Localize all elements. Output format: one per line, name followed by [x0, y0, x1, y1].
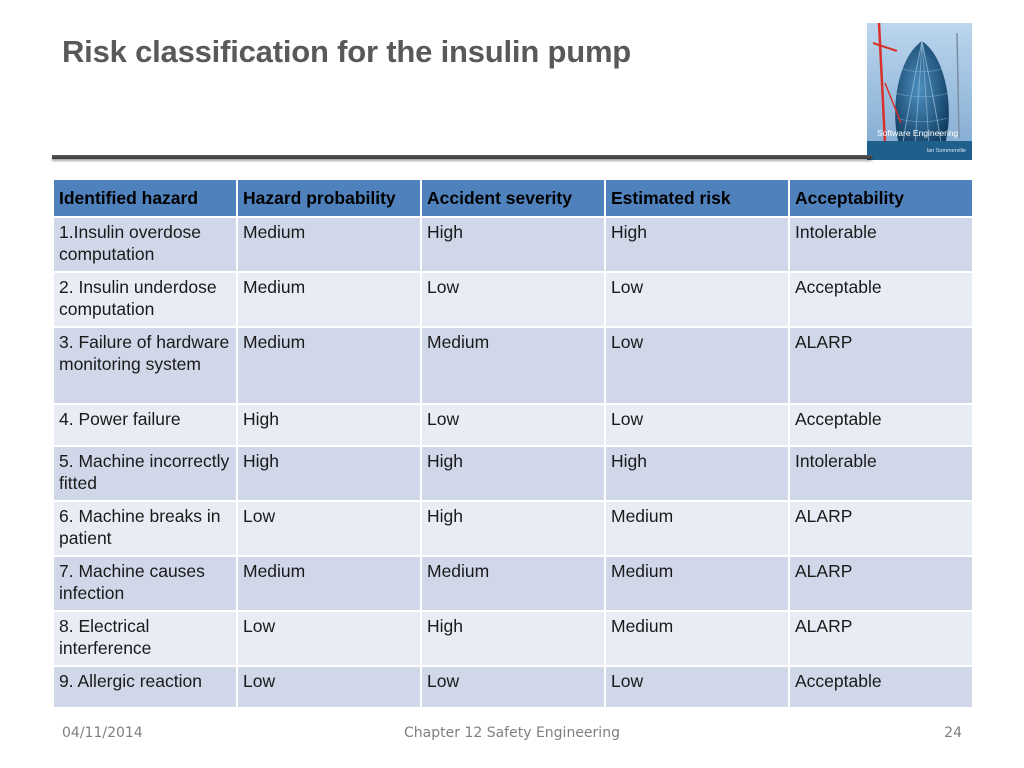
table-row: 2. Insulin underdose computation Medium …	[52, 271, 974, 328]
severity-cell: Medium	[420, 555, 606, 612]
severity-cell: Low	[420, 271, 606, 328]
hazard-cell: 2. Insulin underdose computation	[52, 271, 238, 328]
cover-author: Ian Sommerville	[926, 148, 966, 154]
table-row: 7. Machine causes infection Medium Mediu…	[52, 555, 974, 612]
acceptability-cell: ALARP	[788, 610, 974, 667]
header-accident-severity: Accident severity	[420, 178, 606, 218]
table-row: 8. Electrical interference Low High Medi…	[52, 610, 974, 667]
severity-cell: High	[420, 445, 606, 502]
risk-cell: High	[604, 445, 790, 502]
acceptability-cell: Acceptable	[788, 665, 974, 709]
gherkin-building-icon	[867, 23, 972, 160]
header-hazard-probability: Hazard probability	[236, 178, 422, 218]
header-identified-hazard: Identified hazard	[52, 178, 238, 218]
severity-cell: High	[420, 610, 606, 667]
severity-cell: Medium	[420, 326, 606, 405]
book-cover-image: Software Engineering Ian Sommerville	[867, 23, 972, 160]
risk-cell: Low	[604, 326, 790, 405]
hazard-cell: 6. Machine breaks in patient	[52, 500, 238, 557]
hazard-cell: 1.Insulin overdose computation	[52, 216, 238, 273]
probability-cell: Medium	[236, 555, 422, 612]
hazard-cell: 4. Power failure	[52, 403, 238, 447]
table-row: 6. Machine breaks in patient Low High Me…	[52, 500, 974, 557]
severity-cell: High	[420, 216, 606, 273]
severity-cell: Low	[420, 403, 606, 447]
acceptability-cell: ALARP	[788, 555, 974, 612]
probability-cell: High	[236, 403, 422, 447]
table-row: 3. Failure of hardware monitoring system…	[52, 326, 974, 405]
risk-cell: Low	[604, 271, 790, 328]
footer-page-number: 24	[944, 725, 962, 741]
hazard-cell: 8. Electrical interference	[52, 610, 238, 667]
acceptability-cell: ALARP	[788, 500, 974, 557]
probability-cell: Low	[236, 500, 422, 557]
acceptability-cell: Acceptable	[788, 403, 974, 447]
table-row: 5. Machine incorrectly fitted High High …	[52, 445, 974, 502]
table-row: 4. Power failure High Low Low Acceptable	[52, 403, 974, 447]
risk-cell: Medium	[604, 555, 790, 612]
hazard-cell: 3. Failure of hardware monitoring system	[52, 326, 238, 405]
severity-cell: Low	[420, 665, 606, 709]
table-row: 9. Allergic reaction Low Low Low Accepta…	[52, 665, 974, 709]
risk-cell: Low	[604, 403, 790, 447]
header-estimated-risk: Estimated risk	[604, 178, 790, 218]
risk-cell: Low	[604, 665, 790, 709]
hazard-cell: 7. Machine causes infection	[52, 555, 238, 612]
hazard-cell: 9. Allergic reaction	[52, 665, 238, 709]
probability-cell: Medium	[236, 216, 422, 273]
hazard-cell: 5. Machine incorrectly fitted	[52, 445, 238, 502]
risk-cell: Medium	[604, 610, 790, 667]
table-row: 1.Insulin overdose computation Medium Hi…	[52, 216, 974, 273]
footer-date: 04/11/2014	[62, 725, 143, 741]
acceptability-cell: ALARP	[788, 326, 974, 405]
probability-cell: High	[236, 445, 422, 502]
title-divider	[52, 155, 872, 159]
table-header-row: Identified hazard Hazard probability Acc…	[52, 178, 974, 218]
acceptability-cell: Intolerable	[788, 445, 974, 502]
risk-classification-table: Identified hazard Hazard probability Acc…	[52, 178, 974, 709]
acceptability-cell: Intolerable	[788, 216, 974, 273]
severity-cell: High	[420, 500, 606, 557]
cover-title: Software Engineering	[877, 128, 959, 138]
probability-cell: Low	[236, 665, 422, 709]
footer-chapter: Chapter 12 Safety Engineering	[404, 725, 620, 741]
acceptability-cell: Acceptable	[788, 271, 974, 328]
risk-cell: Medium	[604, 500, 790, 557]
risk-cell: High	[604, 216, 790, 273]
probability-cell: Medium	[236, 271, 422, 328]
probability-cell: Medium	[236, 326, 422, 405]
header-acceptability: Acceptability	[788, 178, 974, 218]
slide-title: Risk classification for the insulin pump	[62, 34, 632, 69]
probability-cell: Low	[236, 610, 422, 667]
